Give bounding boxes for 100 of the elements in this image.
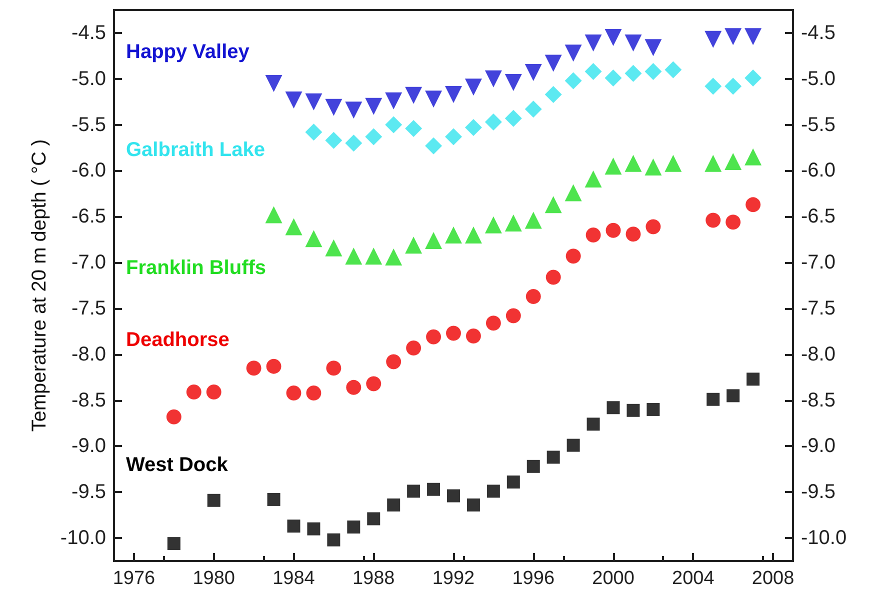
point <box>566 248 581 264</box>
point <box>524 212 542 229</box>
y-tick-label: -8.0 <box>72 343 106 366</box>
point <box>646 219 661 234</box>
x-tick-label: 1980 <box>192 568 235 589</box>
y2-tick-label: -7.5 <box>801 297 836 320</box>
point <box>704 154 722 172</box>
point <box>626 404 640 417</box>
point <box>427 482 440 496</box>
x-tick-label: 1984 <box>272 568 316 589</box>
point <box>166 409 182 424</box>
series-label: West Dock <box>126 454 229 476</box>
point <box>464 78 482 96</box>
point <box>644 158 662 176</box>
point <box>407 484 420 498</box>
point <box>345 102 362 119</box>
point <box>405 86 422 104</box>
point <box>584 63 602 80</box>
point <box>345 134 362 152</box>
point <box>406 340 422 356</box>
point <box>724 78 742 95</box>
point <box>504 74 522 92</box>
point <box>346 380 362 395</box>
point <box>305 124 322 141</box>
point <box>325 239 342 256</box>
y2-tick-label: -10.0 <box>801 527 847 550</box>
point <box>604 69 622 86</box>
point <box>385 248 402 266</box>
point <box>307 522 320 536</box>
point <box>405 236 422 254</box>
point <box>345 248 362 265</box>
point <box>265 206 282 224</box>
y2-tick-label: -7.0 <box>801 252 836 274</box>
point <box>425 137 442 154</box>
point <box>365 128 382 146</box>
y2-tick-label: -6.5 <box>801 206 836 228</box>
point <box>186 384 202 400</box>
point <box>544 86 562 103</box>
point <box>746 197 761 212</box>
y-tick-label: -7.5 <box>72 297 106 320</box>
point <box>564 72 582 90</box>
point <box>726 214 741 230</box>
point <box>267 492 280 506</box>
y-axis-title: Temperature at 20 m depth ( °C ) <box>28 139 51 432</box>
point <box>365 98 382 115</box>
point <box>564 44 582 62</box>
point <box>624 64 642 82</box>
point <box>484 216 502 234</box>
point <box>466 328 481 344</box>
point <box>484 114 502 131</box>
point <box>644 63 662 80</box>
point <box>646 402 660 416</box>
y-tick-label: -10.0 <box>60 527 106 550</box>
point <box>704 78 722 95</box>
x-tick-label: 1976 <box>112 568 156 589</box>
point <box>445 128 462 146</box>
y-tick-label: -6.0 <box>72 160 106 182</box>
point <box>327 533 340 546</box>
series-label: Deadhorse <box>126 329 230 351</box>
y2-tick-label: -4.5 <box>801 22 836 44</box>
point <box>325 98 342 116</box>
x-tick-label: 2004 <box>672 568 715 589</box>
y-tick-label: -5.5 <box>72 114 106 136</box>
point <box>626 226 641 242</box>
point <box>584 34 602 52</box>
point <box>604 158 622 175</box>
point <box>167 537 180 550</box>
series-label: Happy Valley <box>126 41 250 63</box>
point <box>445 226 462 244</box>
y-tick-label: -9.5 <box>72 481 106 504</box>
point <box>606 401 620 414</box>
point <box>726 389 740 402</box>
point <box>504 214 522 232</box>
y2-tick-label: -8.0 <box>801 343 836 366</box>
point <box>447 489 460 502</box>
point <box>706 392 720 406</box>
point <box>366 376 382 392</box>
point <box>546 450 560 464</box>
point <box>606 222 621 238</box>
point <box>744 28 762 46</box>
point <box>464 226 482 244</box>
point <box>325 132 342 149</box>
point <box>664 61 682 78</box>
point <box>544 196 562 214</box>
point <box>305 93 322 110</box>
point <box>744 69 762 86</box>
point <box>704 30 722 48</box>
x-tick-label: 1996 <box>512 568 555 589</box>
point <box>466 498 480 512</box>
point <box>724 28 742 46</box>
point <box>286 385 302 400</box>
x-tick-label: 1992 <box>432 568 475 589</box>
point <box>285 91 302 108</box>
point <box>566 438 580 452</box>
point <box>287 520 300 533</box>
y-tick-label: -8.5 <box>72 389 106 412</box>
point <box>724 153 742 170</box>
y2-tick-label: -5.5 <box>801 114 836 136</box>
point <box>285 218 302 236</box>
point <box>484 70 502 88</box>
